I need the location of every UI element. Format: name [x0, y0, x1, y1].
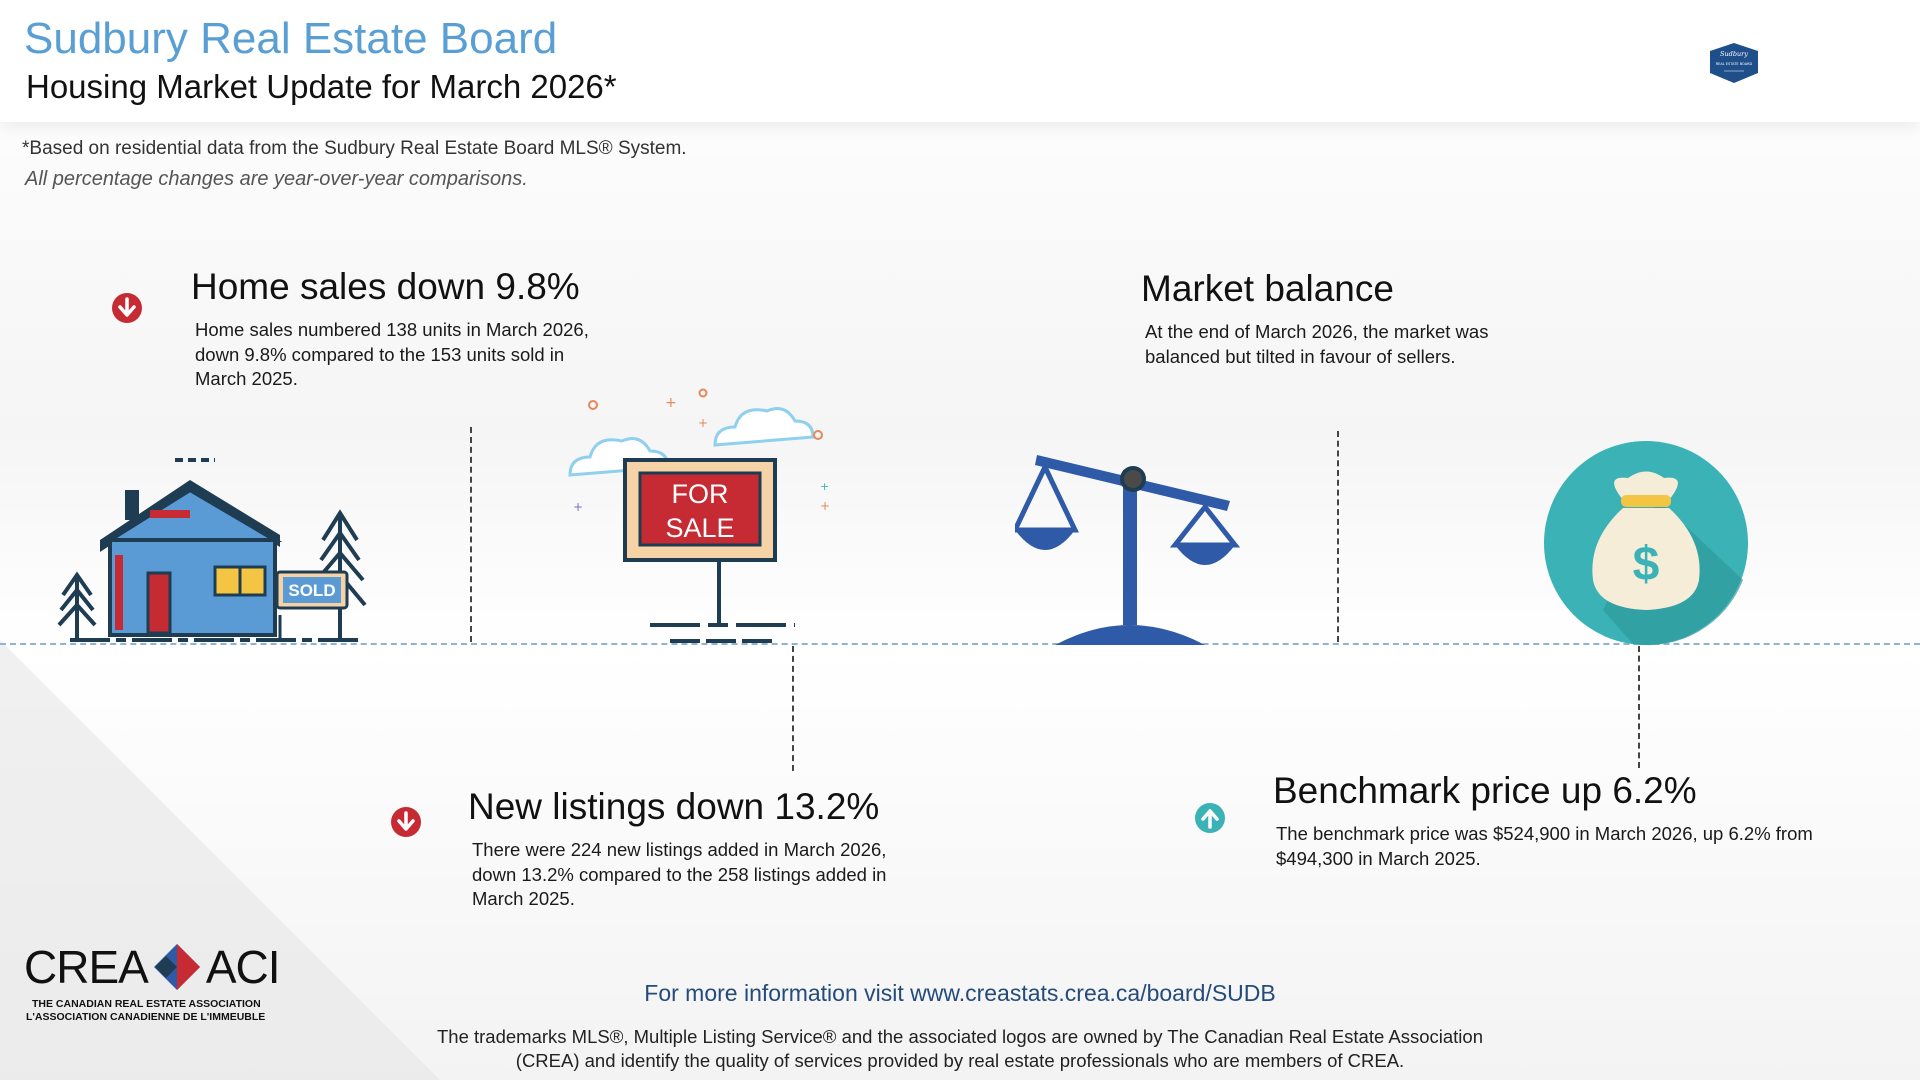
money-bag-icon: $ [1543, 440, 1749, 651]
baseline-divider [0, 643, 1920, 645]
up-arrow-icon [1195, 803, 1225, 833]
market-balance-heading: Market balance [1141, 268, 1394, 309]
comparison-note: All percentage changes are year-over-yea… [25, 168, 528, 190]
svg-text:+: + [698, 416, 708, 430]
for-sale-line2: SALE [665, 513, 734, 543]
crea-french-name: L'ASSOCIATION CANADIENNE DE L'IMMEUBLE [26, 1011, 266, 1023]
benchmark-price-text: The benchmark price was $524,900 in Marc… [1276, 823, 1813, 869]
money-symbol: $ [1633, 538, 1660, 591]
svg-text:+: + [820, 499, 830, 513]
crea-logo: CREA ACI THE CANADIAN REAL ESTATE ASSOCI… [24, 940, 280, 1024]
balance-scale-illustration [1011, 445, 1255, 650]
connector-line [792, 646, 794, 771]
header-bar [0, 0, 1920, 122]
market-balance-text: At the end of March 2026, the market was… [1145, 321, 1489, 367]
crea-diamond-icon [153, 944, 200, 990]
crea-logo-right-text: ACI [205, 941, 281, 993]
new-listings-text: There were 224 new listings added in Mar… [472, 839, 887, 909]
sudbury-board-logo: Sudbury REAL ESTATE BOARD [1706, 43, 1762, 88]
background-diagonal [0, 640, 440, 1080]
page-title: Housing Market Update for March 2026* [26, 68, 617, 105]
for-sale-sign-illustration: + + + + + FOR SALE [565, 385, 855, 650]
new-listings-heading: New listings down 13.2% [468, 786, 880, 827]
for-sale-line1: FOR [672, 479, 729, 509]
sold-sign-label: SOLD [288, 581, 335, 600]
crea-logo-left-text: CREA [24, 941, 149, 993]
svg-text:+: + [820, 480, 829, 493]
sudbury-badge-line1: Sudbury [1720, 50, 1748, 58]
home-sales-text: Home sales numbered 138 units in March 2… [195, 319, 589, 389]
trademark-notice: The trademarks MLS®, Multiple Listing Se… [436, 1026, 1483, 1071]
data-source-note: *Based on residential data from the Sudb… [22, 138, 687, 159]
sudbury-badge-line2: REAL ESTATE BOARD [1716, 62, 1753, 66]
crea-english-name: THE CANADIAN REAL ESTATE ASSOCIATION [32, 998, 261, 1010]
benchmark-price-heading: Benchmark price up 6.2% [1273, 770, 1697, 811]
svg-text:+: + [665, 395, 677, 411]
board-name: Sudbury Real Estate Board [24, 14, 558, 63]
down-arrow-icon [112, 293, 142, 323]
connector-line [1337, 431, 1339, 642]
sold-house-illustration: SOLD [55, 455, 375, 650]
connector-line [470, 427, 472, 642]
home-sales-heading: Home sales down 9.8% [191, 266, 580, 307]
more-info-link[interactable]: For more information visit www.creastats… [644, 980, 1276, 1006]
connector-line [1638, 646, 1640, 768]
down-arrow-icon [391, 807, 421, 837]
svg-text:+: + [573, 500, 583, 514]
